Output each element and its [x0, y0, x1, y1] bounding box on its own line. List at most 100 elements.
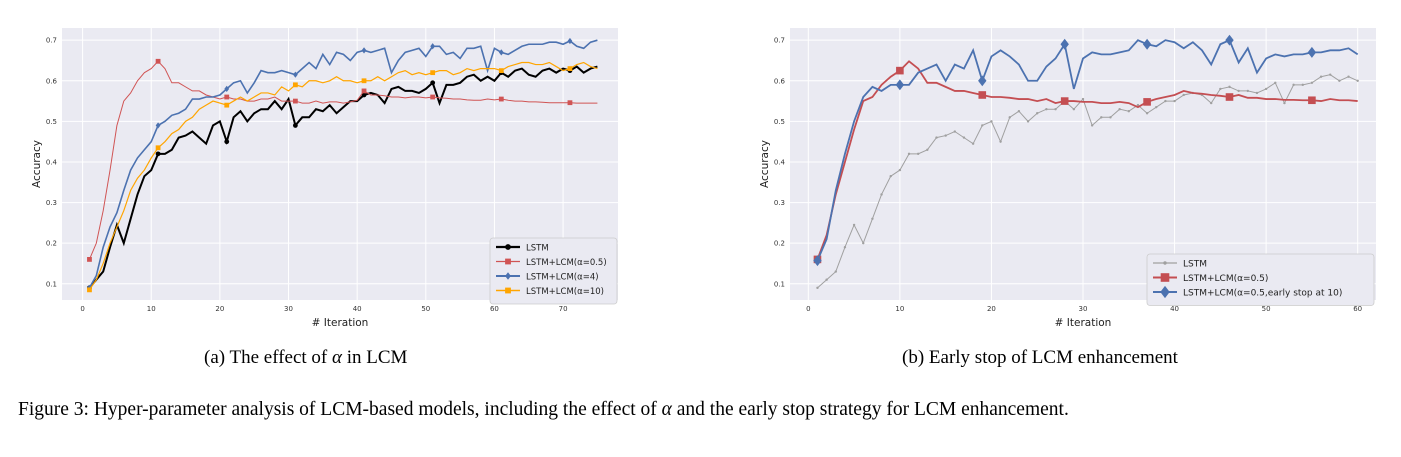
data-point	[1219, 87, 1222, 91]
legend-label: LSTM+LCM(α=0.5)	[1183, 274, 1268, 284]
data-point	[1136, 103, 1140, 107]
x-tick-label: 30	[1079, 305, 1088, 313]
x-tick-label: 60	[490, 305, 499, 313]
legend-label: LSTM+LCM(α=10)	[526, 287, 604, 297]
legend-marker	[1163, 261, 1167, 265]
data-point	[1310, 81, 1314, 85]
data-point	[1142, 38, 1152, 50]
legend-box	[489, 237, 618, 305]
data-point	[1008, 116, 1011, 119]
caption-suffix: and the early stop strategy for LCM enha…	[671, 399, 1069, 420]
data-point	[155, 122, 161, 129]
data-point	[155, 58, 161, 64]
x-tick-label: 20	[987, 305, 996, 313]
x-tick-label: 40	[1170, 305, 1179, 313]
data-point	[1045, 107, 1048, 111]
series-2	[813, 34, 1359, 267]
data-point	[361, 78, 367, 84]
y-tick-label: 0.7	[46, 37, 57, 45]
y-axis-label: Accuracy	[759, 140, 771, 188]
y-tick-label: 0.3	[774, 199, 785, 207]
legend-label: LSTM+LCM(α=4)	[526, 273, 599, 283]
data-point	[292, 82, 298, 88]
y-tick-label: 0.4	[774, 158, 786, 166]
data-point	[567, 37, 573, 45]
data-point	[567, 100, 573, 106]
x-tick-label: 30	[284, 305, 293, 313]
data-point	[1356, 79, 1359, 82]
legend-label: LSTM	[526, 244, 549, 254]
y-tick-label: 0.1	[774, 280, 785, 288]
data-point	[292, 98, 298, 104]
data-point	[1292, 83, 1295, 87]
data-point	[567, 66, 573, 71]
data-point	[978, 75, 987, 87]
data-point	[1308, 96, 1316, 105]
data-point	[990, 120, 993, 123]
data-point	[834, 270, 837, 273]
chart-b: 0 10 20 30 40 50 60 0.1 0.2 0.3 0.4 0.5 0.6 0.7 # Iter…	[759, 28, 1376, 329]
data-point	[843, 246, 847, 249]
y-tick-label: 0.5	[774, 118, 785, 126]
data-point	[224, 85, 230, 93]
y-tick-label: 0.6	[46, 77, 58, 85]
data-point	[1109, 116, 1112, 119]
data-point	[981, 124, 984, 127]
data-point	[1155, 105, 1158, 109]
data-point	[944, 134, 947, 137]
data-point	[155, 145, 161, 151]
data-point	[1145, 112, 1149, 115]
legend-marker	[1160, 285, 1170, 299]
data-point	[430, 43, 436, 50]
series-line	[816, 38, 1359, 261]
series-line	[88, 61, 598, 291]
x-tick-label: 50	[421, 305, 430, 313]
data-point	[1225, 93, 1234, 101]
x-tick-label: 40	[353, 305, 362, 313]
data-point	[1026, 120, 1030, 123]
x-tick-label: 0	[80, 305, 84, 313]
data-point	[926, 148, 929, 151]
legend-marker	[505, 272, 511, 280]
data-point	[813, 255, 822, 267]
data-point	[430, 80, 436, 86]
subcaption-a-prefix: (a) The effect of	[204, 347, 332, 368]
alpha-symbol: α	[332, 347, 342, 368]
y-tick-label: 0.5	[46, 118, 57, 126]
x-axis-label: # Iteration	[312, 317, 369, 329]
subcaption-a: (a) The effect of α in LCM	[204, 347, 407, 369]
y-tick-label: 0.2	[774, 240, 785, 248]
data-point	[1118, 107, 1121, 111]
data-point	[1100, 116, 1103, 119]
data-point	[87, 287, 92, 293]
data-point	[430, 70, 436, 76]
data-point	[1060, 38, 1069, 50]
y-axis-label: Accuracy	[31, 140, 43, 188]
data-point	[1209, 101, 1213, 105]
data-point	[224, 139, 230, 145]
data-point	[1338, 79, 1341, 82]
data-point	[1301, 83, 1304, 87]
series-0	[87, 65, 598, 291]
x-tick-label: 20	[215, 305, 224, 313]
legend-marker	[505, 258, 511, 265]
data-point	[999, 140, 1002, 143]
data-point	[1307, 46, 1317, 58]
x-tick-label: 50	[1262, 305, 1271, 313]
data-point	[1255, 91, 1259, 95]
y-tick-label: 0.1	[46, 280, 57, 288]
data-point	[1228, 85, 1231, 89]
x-tick-label: 10	[147, 305, 156, 313]
data-point	[361, 92, 367, 98]
y-tick-label: 0.2	[46, 240, 57, 248]
data-point	[816, 286, 819, 290]
data-point	[498, 68, 504, 74]
data-point	[1319, 75, 1323, 78]
chart-a: 0 10 20 30 40 50 60 70 0.1 0.2 0.3 0.4 0.5 0.6 0.7 # It…	[31, 28, 618, 329]
data-point	[1329, 73, 1332, 76]
y-tick-label: 0.6	[774, 77, 786, 85]
data-point	[852, 223, 856, 227]
data-point	[1283, 101, 1286, 105]
data-point	[862, 241, 865, 245]
data-point	[978, 91, 987, 99]
